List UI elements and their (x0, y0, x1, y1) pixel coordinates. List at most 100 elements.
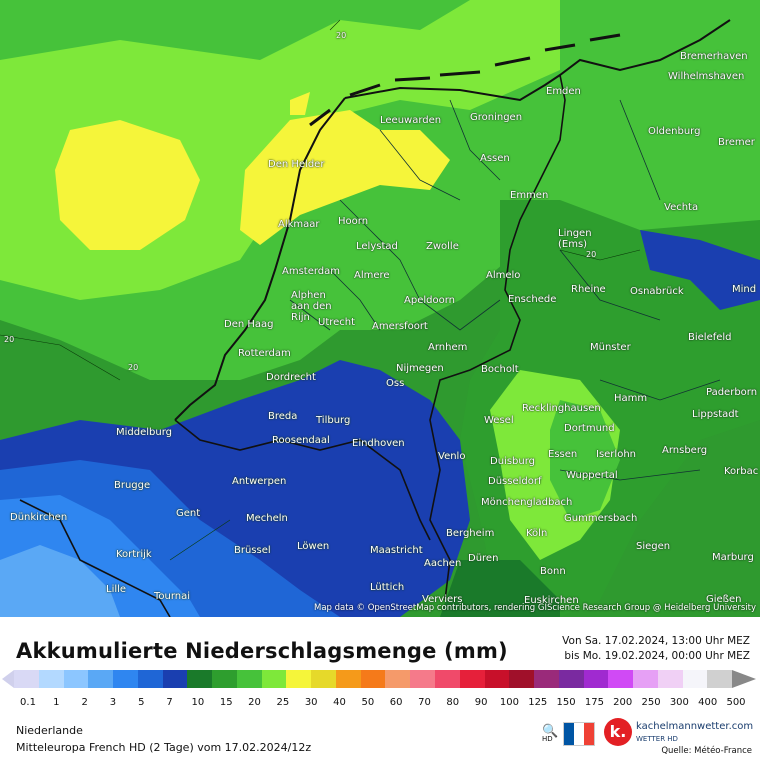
city-label-tilburg: Tilburg (316, 415, 351, 426)
legend-swatch (707, 670, 733, 688)
legend-swatch (435, 670, 460, 688)
city-label-osnabrueck: Osnabrück (630, 286, 684, 297)
legend-swatch (14, 670, 39, 688)
legend-swatch (311, 670, 336, 688)
city-label-dordrecht: Dordrecht (266, 372, 316, 383)
legend-tick-label: 90 (474, 697, 488, 708)
legend-tick-label: 2 (81, 697, 88, 708)
precip-zone-3mm (0, 545, 120, 617)
legend-swatch (410, 670, 436, 688)
city-label-antwerpen: Antwerpen (232, 476, 287, 487)
legend-swatch (187, 670, 213, 688)
hd-zoom-icon[interactable]: 🔍 HD (542, 724, 559, 743)
city-label-gent: Gent (176, 508, 201, 519)
city-label-oss: Oss (386, 378, 405, 389)
region-label: Niederlande (16, 724, 83, 737)
city-label-zwolle: Zwolle (426, 241, 459, 252)
city-label-minden: Mind (732, 284, 757, 295)
city-label-arnsberg: Arnsberg (662, 445, 708, 456)
city-label-lille: Lille (106, 584, 127, 595)
city-label-nijmegen: Nijmegen (396, 363, 444, 374)
city-label-brugge: Brugge (114, 480, 151, 491)
map-layer (0, 0, 760, 617)
legend-swatch (38, 670, 64, 688)
legend-tick-label: 200 (613, 697, 633, 708)
city-label-den-helder: Den Helder (268, 159, 325, 170)
city-label-rheine: Rheine (571, 284, 606, 295)
wadden-islands (309, 33, 621, 127)
legend-tick-label: 50 (361, 697, 375, 708)
city-label-iserlohn: Iserlohn (596, 449, 636, 460)
precipitation-map[interactable]: Bremerhaven Wilhelmshaven Emden Leeuward… (0, 0, 760, 617)
city-label-mecheln: Mecheln (246, 513, 288, 524)
brand-subtitle: WETTER HD (636, 735, 678, 743)
city-label-wilhelmshaven: Wilhelmshaven (668, 71, 745, 82)
legend-swatch (509, 670, 535, 688)
country-border-nl-de (429, 74, 566, 601)
legend-swatch (534, 670, 559, 688)
city-label-bocholt: Bocholt (481, 364, 519, 375)
city-label-marburg: Marburg (712, 552, 754, 563)
city-label-bremen: Bremer (718, 137, 755, 148)
city-label-lelystad: Lelystad (356, 241, 398, 252)
period-from: Von Sa. 17.02.2024, 13:00 Uhr MEZ (562, 635, 750, 647)
isohyet-label: 20 (4, 335, 15, 344)
city-label-middelburg: Middelburg (116, 427, 173, 438)
legend-tick-label: 5 (138, 697, 145, 708)
city-label-gummersbach: Gummersbach (564, 513, 638, 524)
legend-tick-label: 175 (584, 697, 604, 708)
legend-tick-label: 100 (499, 697, 519, 708)
legend-tick-label: 10 (191, 697, 205, 708)
precip-zone-25mm-ruhr (550, 400, 620, 520)
legend-swatch (583, 670, 609, 688)
city-label-kortrijk: Kortrijk (116, 549, 152, 560)
city-label-amersfoort: Amersfoort (372, 321, 428, 332)
isohyet-20mm (0, 19, 641, 561)
legend-tick-label: 400 (698, 697, 718, 708)
city-label-bielefeld: Bielefeld (688, 332, 732, 343)
city-label-vechta: Vechta (664, 202, 699, 213)
city-label-wesel: Wesel (484, 415, 514, 426)
city-label-moenchengladbach: Mönchengladbach (481, 497, 573, 508)
period-to: bis Mo. 19.02.2024, 00:00 Uhr MEZ (564, 650, 750, 662)
legend-swatch (360, 670, 386, 688)
legend-swatch (113, 670, 138, 688)
legend-swatch (286, 670, 312, 688)
city-label-lippstadt: Lippstadt (692, 409, 739, 420)
city-label-breda: Breda (268, 411, 298, 422)
city-label-den-haag: Den Haag (224, 319, 274, 330)
city-label-venlo: Venlo (438, 451, 466, 462)
legend-tick-label: 250 (641, 697, 661, 708)
city-label-hamm: Hamm (614, 393, 648, 404)
legend-tick-label: 500 (726, 697, 746, 708)
country-border-nl-be (174, 419, 431, 541)
legend-tick-label: 7 (166, 697, 173, 708)
legend-swatch (335, 670, 361, 688)
city-label-leeuwarden: Leeuwarden (380, 115, 442, 126)
city-label-dortmund: Dortmund (564, 423, 615, 434)
legend-swatch (162, 670, 188, 688)
legend-tick-label: 60 (389, 697, 403, 708)
legend-swatch (484, 670, 510, 688)
kachelmann-logo-icon[interactable]: k. (604, 718, 632, 746)
city-label-bergheim: Bergheim (446, 528, 495, 539)
city-label-arnhem: Arnhem (428, 342, 468, 353)
city-label-almelo: Almelo (486, 270, 521, 281)
legend-swatch (682, 670, 708, 688)
city-label-euskirchen: Euskirchen (524, 595, 579, 606)
legend-swatch (558, 670, 584, 688)
legend-swatch (63, 670, 89, 688)
city-label-alkmaar: Alkmaar (278, 219, 320, 230)
city-label-dueren: Düren (468, 553, 499, 564)
legend-swatch (633, 670, 658, 688)
city-label-hoorn: Hoorn (338, 216, 369, 227)
hd-label: HD (542, 735, 553, 743)
city-label-giessen: Gießen (706, 594, 742, 605)
legend-swatch (212, 670, 237, 688)
legend-tick-label: 20 (248, 697, 261, 708)
legend-panel (0, 617, 760, 760)
city-label-almere: Almere (354, 270, 390, 281)
brand-name[interactable]: kachelmannwetter.com (636, 721, 754, 732)
city-label-utrecht: Utrecht (318, 317, 356, 328)
legend-arrow-low (2, 670, 14, 688)
